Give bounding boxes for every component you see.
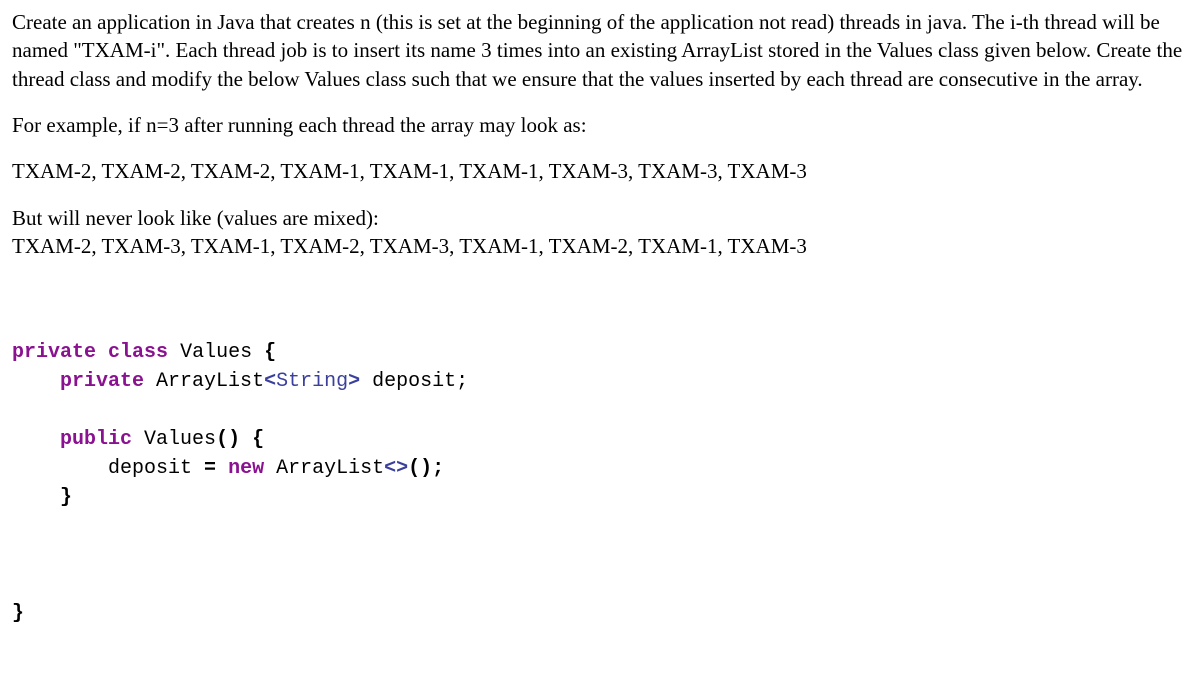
open-brace: { xyxy=(264,341,276,364)
new-type: ArrayList xyxy=(276,457,384,480)
assign-lhs: deposit xyxy=(108,457,204,480)
kw-new: new xyxy=(228,457,264,480)
diamond: <> xyxy=(384,457,408,480)
equals: = xyxy=(204,457,216,480)
problem-paragraph-1: Create an application in Java that creat… xyxy=(12,8,1188,93)
type-arraylist: ArrayList xyxy=(156,370,264,393)
ctor-close-brace: } xyxy=(60,486,72,509)
kw-private-2: private xyxy=(60,370,144,393)
example-bad: TXAM-2, TXAM-3, TXAM-1, TXAM-2, TXAM-3, … xyxy=(12,232,1188,260)
class-name: Values xyxy=(180,341,252,364)
code-block: private class Values { private ArrayList… xyxy=(12,338,1188,628)
angle-close: > xyxy=(348,370,360,393)
problem-paragraph-2: For example, if n=3 after running each t… xyxy=(12,111,1188,139)
kw-class: class xyxy=(108,341,168,364)
ctor-open-brace: { xyxy=(252,428,264,451)
example-good: TXAM-2, TXAM-2, TXAM-2, TXAM-1, TXAM-1, … xyxy=(12,157,1188,185)
angle-open: < xyxy=(264,370,276,393)
generic-string: String xyxy=(276,370,348,393)
problem-paragraph-3: But will never look like (values are mix… xyxy=(12,204,1188,232)
kw-public: public xyxy=(60,428,132,451)
ctor-name: Values xyxy=(144,428,216,451)
class-close-brace: } xyxy=(12,602,24,625)
ctor-parens: () xyxy=(216,428,240,451)
kw-private: private xyxy=(12,341,96,364)
field-deposit: deposit; xyxy=(360,370,468,393)
parens-semi: (); xyxy=(408,457,444,480)
